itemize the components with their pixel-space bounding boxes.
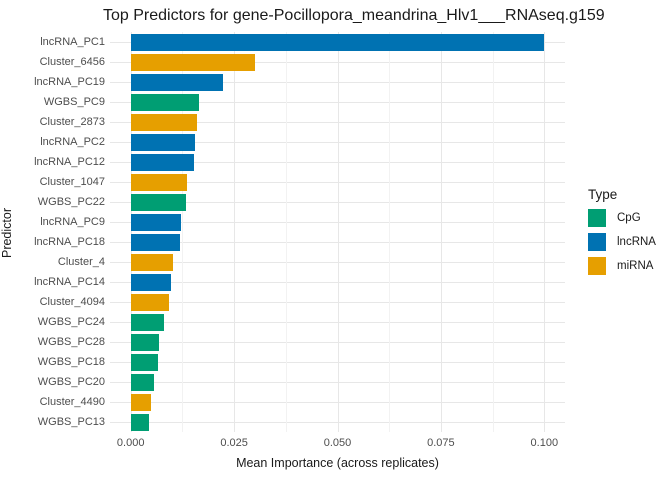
bar-lncRNA_PC14 bbox=[130, 273, 172, 291]
bar-Cluster_6456 bbox=[130, 53, 256, 71]
legend: Type CpG lncRNA miRNA bbox=[588, 187, 672, 281]
y-tick-label: lncRNA_PC18 bbox=[34, 236, 105, 248]
gridline-vertical-major bbox=[440, 32, 442, 432]
gridline-vertical-minor bbox=[285, 32, 287, 432]
y-tick-label: WGBS_PC20 bbox=[37, 376, 105, 388]
legend-swatch-mirna-icon bbox=[588, 257, 606, 275]
chart-title: Top Predictors for gene-Pocillopora_mean… bbox=[103, 7, 605, 24]
bar-Cluster_2873 bbox=[130, 113, 198, 131]
y-tick-label: Cluster_4094 bbox=[39, 296, 105, 308]
bar-lncRNA_PC1 bbox=[130, 33, 545, 51]
x-tick-label: 0.025 bbox=[220, 437, 248, 449]
legend-item-CpG: CpG bbox=[588, 209, 672, 227]
bar-lncRNA_PC18 bbox=[130, 233, 181, 251]
y-tick-label: Cluster_2873 bbox=[39, 116, 105, 128]
y-tick-label: WGBS_PC18 bbox=[37, 356, 105, 368]
gridline-vertical-major bbox=[130, 32, 132, 432]
legend-label: CpG bbox=[617, 212, 641, 224]
legend-item-miRNA: miRNA bbox=[588, 257, 672, 275]
y-tick-label: lncRNA_PC12 bbox=[34, 156, 105, 168]
bar-WGBS_PC13 bbox=[130, 413, 150, 431]
y-tick-label: Cluster_4 bbox=[57, 256, 105, 268]
y-tick-label: lncRNA_PC1 bbox=[40, 36, 105, 48]
bar-WGBS_PC18 bbox=[130, 353, 159, 371]
bar-WGBS_PC22 bbox=[130, 193, 187, 211]
legend-swatch-cpg-icon bbox=[588, 209, 606, 227]
bar-lncRNA_PC19 bbox=[130, 73, 223, 91]
y-tick-label: WGBS_PC13 bbox=[37, 416, 105, 428]
y-tick-label: WGBS_PC28 bbox=[37, 336, 105, 348]
legend-item-lncRNA: lncRNA bbox=[588, 233, 672, 251]
bar-lncRNA_PC2 bbox=[130, 133, 196, 151]
y-tick-label: lncRNA_PC14 bbox=[34, 276, 105, 288]
legend-label: miRNA bbox=[617, 260, 654, 272]
y-tick-label: Cluster_6456 bbox=[39, 56, 105, 68]
x-tick-label: 0.000 bbox=[116, 437, 145, 449]
y-tick-label: WGBS_PC9 bbox=[43, 96, 105, 108]
x-tick-label: 0.075 bbox=[427, 437, 455, 449]
bar-WGBS_PC24 bbox=[130, 313, 165, 331]
bar-Cluster_1047 bbox=[130, 173, 188, 191]
bar-Cluster_4 bbox=[130, 253, 174, 271]
y-tick-label: WGBS_PC24 bbox=[37, 316, 105, 328]
bar-Cluster_4094 bbox=[130, 293, 170, 311]
gridline-vertical-minor bbox=[182, 32, 184, 432]
bar-WGBS_PC9 bbox=[130, 93, 200, 111]
legend-title: Type bbox=[588, 187, 618, 202]
x-tick-label: 0.100 bbox=[530, 437, 559, 449]
gridline-vertical-minor bbox=[389, 32, 391, 432]
y-axis-tick-labels: lncRNA_PC1 Cluster_6456 lncRNA_PC19 WGBS_PC… bbox=[0, 32, 105, 432]
legend-items: CpG lncRNA miRNA bbox=[588, 209, 672, 275]
x-axis-tick-labels: 0.000 0.025 0.050 0.075 0.100 bbox=[110, 437, 565, 451]
gridline-vertical-minor bbox=[492, 32, 494, 432]
x-tick-label: 0.050 bbox=[323, 437, 352, 449]
bar-lncRNA_PC9 bbox=[130, 213, 182, 231]
y-tick-label: lncRNA_PC19 bbox=[34, 76, 105, 88]
legend-swatch-lncrna-icon bbox=[588, 233, 606, 251]
gridline-vertical-major bbox=[544, 32, 546, 432]
bar-lncRNA_PC12 bbox=[130, 153, 194, 171]
bar-Cluster_4490 bbox=[130, 393, 151, 411]
legend-label: lncRNA bbox=[617, 236, 656, 248]
gridline-vertical-major bbox=[234, 32, 236, 432]
x-axis-title: Mean Importance (across replicates) bbox=[236, 456, 439, 470]
bar-WGBS_PC20 bbox=[130, 373, 155, 391]
gridline-vertical-major bbox=[337, 32, 339, 432]
y-tick-label: Cluster_1047 bbox=[39, 176, 105, 188]
bar-WGBS_PC28 bbox=[130, 333, 160, 351]
y-tick-label: Cluster_4490 bbox=[39, 396, 105, 408]
y-tick-label: lncRNA_PC2 bbox=[40, 136, 105, 148]
plot-panel bbox=[110, 32, 565, 432]
y-tick-label: WGBS_PC22 bbox=[37, 196, 105, 208]
y-tick-label: lncRNA_PC9 bbox=[40, 216, 105, 228]
